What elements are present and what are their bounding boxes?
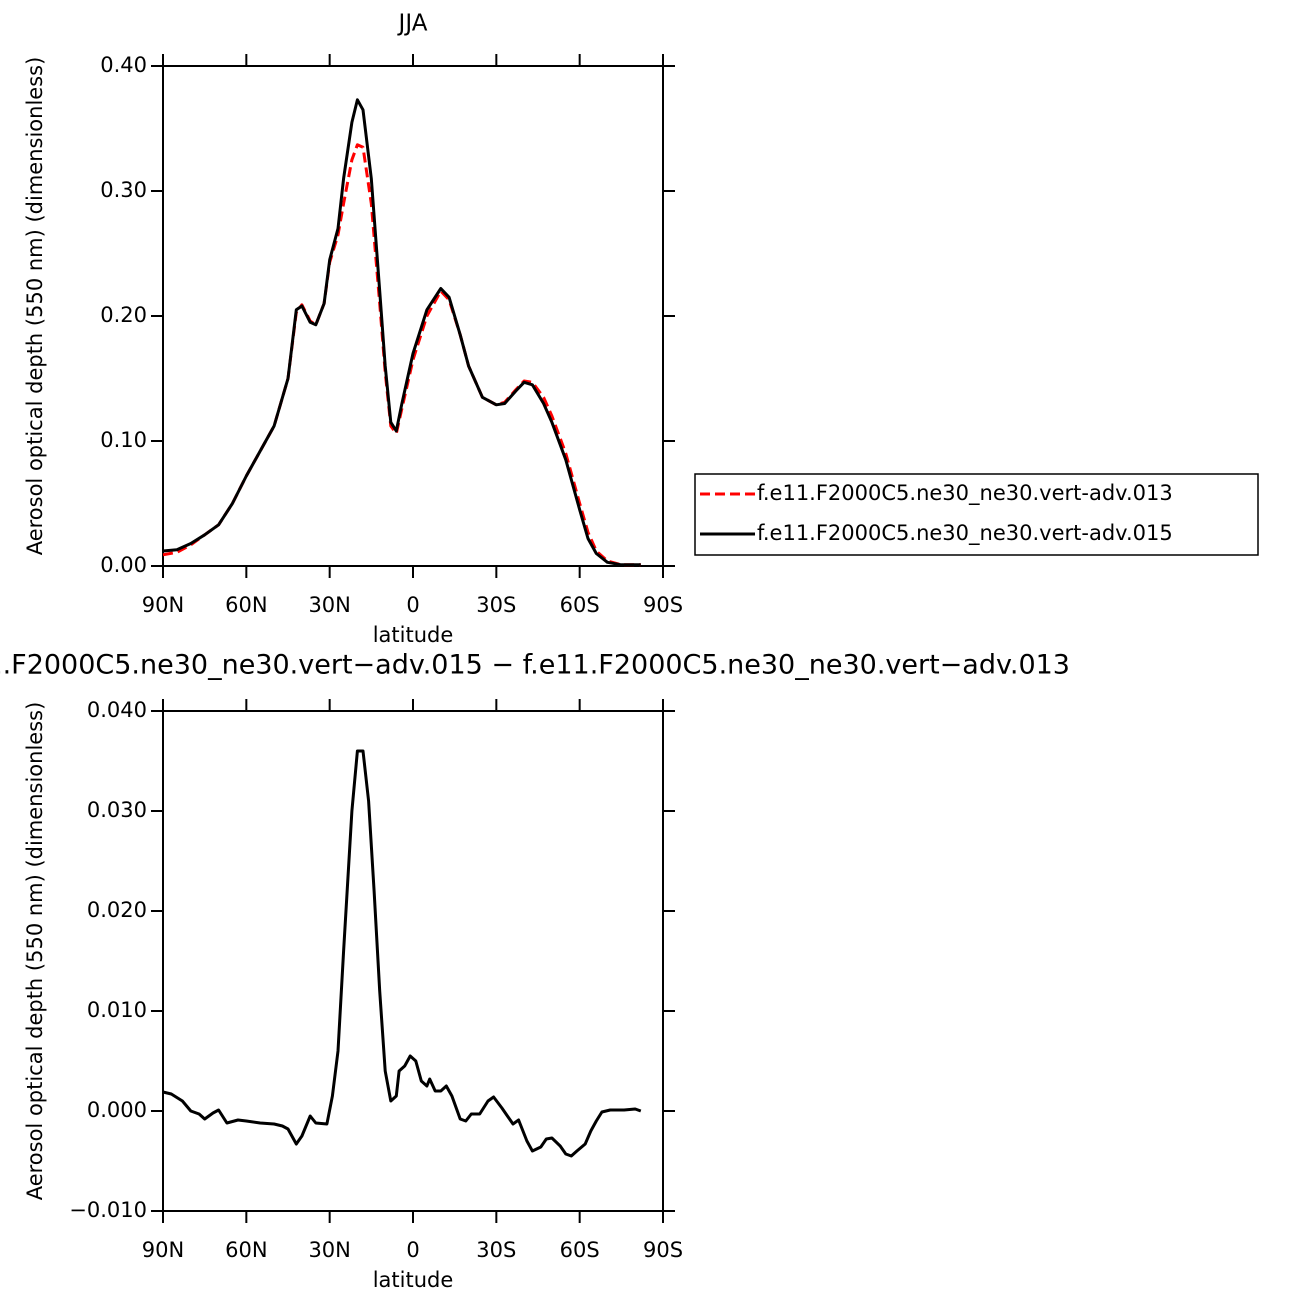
x-axis-title: latitude (373, 623, 454, 647)
y-tick-label: 0.20 (100, 303, 147, 327)
x-tick-label: 90S (643, 593, 683, 617)
y-tick-label: 0.030 (87, 798, 147, 822)
y-tick-label: 0.000 (87, 1098, 147, 1122)
x-tick-label: 60S (560, 1238, 600, 1262)
y-tick-label: −0.010 (69, 1198, 147, 1222)
x-tick-label: 90N (142, 593, 184, 617)
x-axis-title: latitude (373, 1268, 454, 1292)
y-tick-label: 0.020 (87, 898, 147, 922)
x-tick-label: 30S (476, 593, 516, 617)
x-tick-label: 60S (560, 593, 600, 617)
y-tick-label: 0.00 (100, 553, 147, 577)
legend-label: f.e11.F2000C5.ne30_ne30.vert-adv.013 (757, 481, 1173, 506)
y-tick-label: 0.010 (87, 998, 147, 1022)
x-tick-label: 60N (225, 593, 267, 617)
x-tick-label: 30N (308, 593, 350, 617)
x-tick-label: 0 (406, 1238, 419, 1262)
y-tick-label: 0.040 (87, 698, 147, 722)
data-line (162, 98, 641, 567)
data-line (162, 749, 642, 1158)
x-tick-label: 30S (476, 1238, 516, 1262)
legend-box (694, 473, 1259, 556)
y-axis-title: Aerosol optical depth (550 nm) (dimensio… (23, 702, 47, 1201)
chart-title: f.e11.F2000C5.ne30_ne30.vert−adv.015 − f… (0, 650, 1070, 681)
legend-label: f.e11.F2000C5.ne30_ne30.vert-adv.015 (757, 521, 1173, 546)
y-axis-title: Aerosol optical depth (550 nm) (dimensio… (23, 57, 47, 556)
x-tick-label: 90S (643, 1238, 683, 1262)
x-tick-label: 0 (406, 593, 419, 617)
y-tick-label: 0.40 (100, 53, 147, 77)
y-tick-label: 0.30 (100, 178, 147, 202)
x-tick-label: 90N (142, 1238, 184, 1262)
x-tick-label: 60N (225, 1238, 267, 1262)
x-tick-label: 30N (308, 1238, 350, 1262)
chart-title: JJA (397, 11, 428, 37)
y-tick-label: 0.10 (100, 428, 147, 452)
